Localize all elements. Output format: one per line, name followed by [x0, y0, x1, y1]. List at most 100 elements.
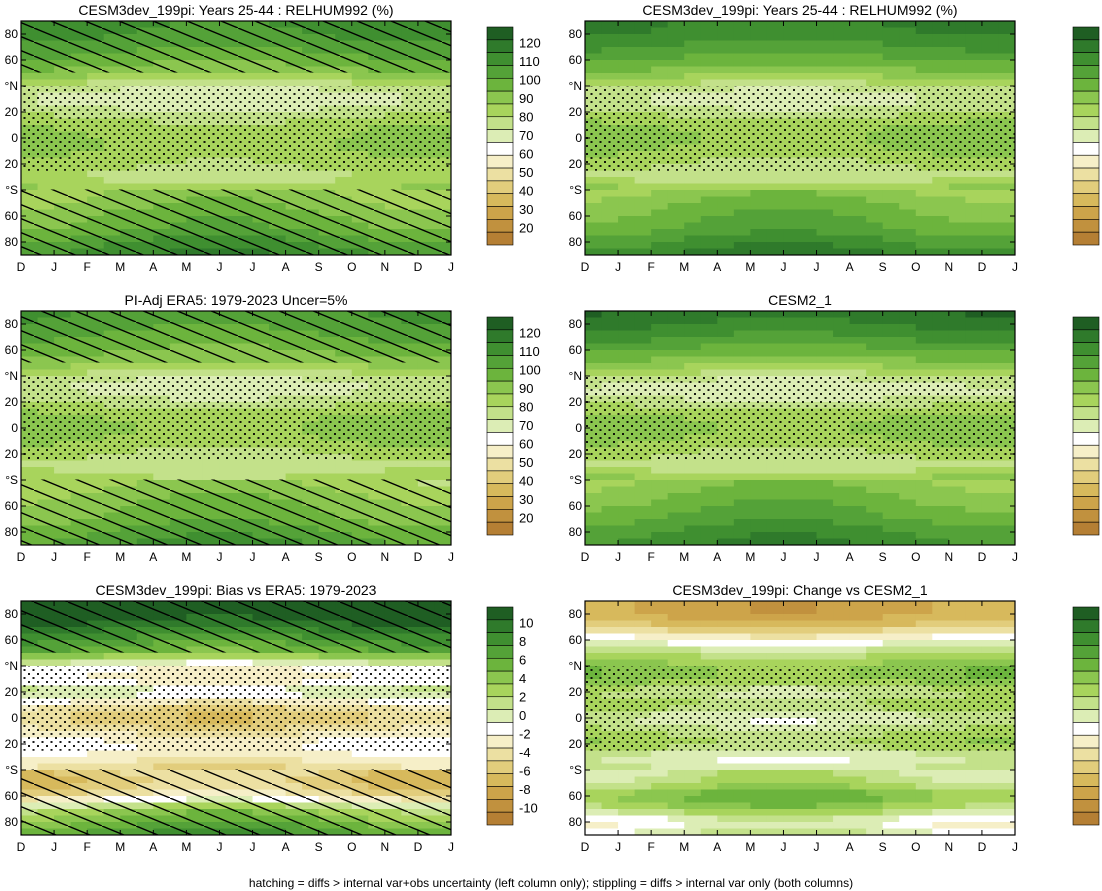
colorbar-label: 110 [519, 344, 540, 359]
colorbar-label: 110 [519, 54, 540, 69]
heatmap-cell [302, 369, 320, 377]
heatmap-cell [684, 73, 702, 81]
heatmap-cell [899, 47, 917, 55]
heatmap-cell [915, 493, 933, 501]
heatmap-cell [816, 356, 834, 364]
heatmap-cell [618, 235, 636, 243]
heatmap-cell [37, 73, 55, 81]
heatmap-cell [981, 324, 1000, 332]
heatmap-cell [585, 248, 603, 255]
heatmap-cell [849, 356, 867, 364]
heatmap-cell [965, 209, 983, 217]
heatmap-cell [318, 363, 336, 371]
heatmap-cell [37, 750, 55, 758]
heatmap-cell [667, 519, 685, 527]
heatmap-cell [766, 235, 785, 243]
panel-1: CESM3dev_199pi: Years 25-44 : RELHUM992 … [5, 2, 541, 274]
heatmap-cell [833, 183, 851, 191]
heatmap-cell [351, 460, 369, 468]
heatmap-cell [833, 330, 851, 338]
heatmap-cell [800, 27, 818, 35]
heatmap-cell [816, 170, 834, 178]
heatmap-cell [351, 757, 369, 765]
heatmap-cell [37, 467, 55, 475]
heatmap-cell [750, 350, 768, 358]
heatmap-cell [618, 317, 636, 325]
x-tick-label: M [745, 550, 755, 564]
heatmap-cell [601, 356, 619, 364]
heatmap-cell [981, 538, 1000, 545]
heatmap-cell [667, 460, 685, 468]
heatmap-cell [136, 363, 154, 371]
heatmap-cell [651, 467, 669, 475]
heatmap-cell [750, 222, 768, 230]
heatmap-cell [948, 222, 966, 230]
heatmap-cell [351, 653, 369, 661]
heatmap-cell [750, 486, 768, 494]
heatmap-cell [915, 369, 933, 377]
heatmap-cell [783, 170, 801, 178]
heatmap-cell [915, 40, 933, 48]
heatmap-cell [948, 493, 966, 501]
heatmap-cell [684, 538, 702, 545]
heatmap-cell [816, 473, 834, 481]
heatmap-cell [585, 486, 603, 494]
heatmap-cell [998, 60, 1015, 68]
heatmap-cell [585, 473, 603, 481]
heatmap-cell [252, 467, 270, 475]
heatmap-cell [750, 330, 768, 338]
x-tick-label: M [181, 550, 191, 564]
heatmap-cell [915, 216, 933, 224]
heatmap-cell [618, 480, 636, 488]
x-tick-label: M [115, 550, 125, 564]
heatmap-cell [998, 235, 1015, 243]
heatmap-cell [948, 53, 966, 61]
heatmap-cell [882, 519, 900, 527]
heatmap-cell [816, 350, 834, 358]
colorbar-swatch [1072, 116, 1100, 130]
heatmap-cell [684, 248, 702, 255]
heatmap-cell [651, 222, 669, 230]
heatmap-cell [585, 34, 603, 42]
heatmap-cell [186, 763, 204, 771]
heatmap-cell [136, 183, 154, 191]
y-tick-label: 60 [5, 343, 19, 357]
heatmap-cell [601, 363, 619, 371]
x-tick-label: A [713, 550, 721, 564]
panel-5: CESM3dev_199pi: Bias vs ERA5: 1979-2023D… [5, 582, 538, 854]
heatmap-cell [70, 170, 88, 178]
heatmap-cell [684, 467, 702, 475]
colorbar-swatch [486, 380, 514, 395]
heatmap-cell [634, 525, 652, 533]
heatmap-cell [800, 235, 818, 243]
heatmap-cell [717, 337, 735, 345]
heatmap-cell [866, 350, 884, 358]
heatmap-cell [932, 343, 950, 351]
colorbar-swatch [486, 316, 514, 331]
heatmap-cell [849, 512, 867, 520]
x-tick-label: O [347, 260, 356, 274]
heatmap-cell [766, 473, 785, 481]
heatmap-cell [153, 460, 171, 468]
heatmap-cell [882, 21, 900, 29]
heatmap-cell [866, 60, 884, 68]
heatmap-cell [21, 363, 39, 371]
heatmap-cell [285, 363, 303, 371]
heatmap-cell [965, 222, 983, 230]
heatmap-cell [849, 343, 867, 351]
heatmap-cell [783, 27, 801, 35]
x-tick-label: S [879, 550, 887, 564]
heatmap-cell [766, 203, 785, 211]
heatmap-cell [169, 653, 187, 661]
heatmap-cell [186, 757, 204, 765]
heatmap-cell [783, 60, 801, 68]
heatmap-cell [750, 525, 768, 533]
heatmap-cell [285, 763, 303, 771]
heatmap-cell [417, 659, 436, 667]
heatmap-cell [618, 343, 636, 351]
heatmap-cell [103, 763, 121, 771]
heatmap-cell [717, 363, 735, 371]
heatmap-cell [783, 473, 801, 481]
heatmap-cell [434, 79, 451, 87]
heatmap-cell [783, 467, 801, 475]
